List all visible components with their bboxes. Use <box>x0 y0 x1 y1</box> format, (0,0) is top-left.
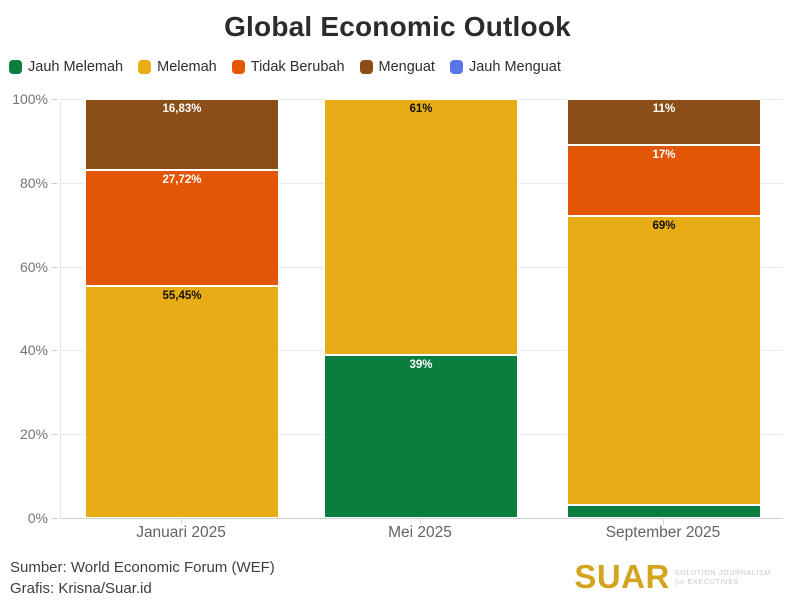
suar-tagline-line2: EXECUTIVES <box>685 578 740 586</box>
bar-segment-value: 27,72% <box>162 173 202 186</box>
bar-segment-tidak-berubah: 17% <box>567 145 761 217</box>
x-axis-label: Mei 2025 <box>388 524 452 541</box>
y-axis-label: 40% <box>19 342 48 359</box>
y-axis-tick <box>51 350 58 352</box>
legend-item-2: Tidak Berubah <box>231 59 345 75</box>
bar-september-2025: 69% 17% 11% <box>567 99 761 518</box>
legend-item-1: Melemah <box>138 59 217 75</box>
suar-logo: SUAR SOLUTION JOURNALISM for EXECUTIVES <box>574 560 771 593</box>
bar-januari-2025: 55,45% 27,72% 16,83% <box>85 99 279 518</box>
x-axis-label: Januari 2025 <box>136 524 226 541</box>
suar-tagline-for: for <box>674 577 686 586</box>
bar-segment-value: 17% <box>652 149 676 162</box>
footer: Sumber: World Economic Forum (WEF) Grafi… <box>10 557 275 599</box>
bar-segment-jauh-melemah: 39% <box>324 354 518 518</box>
bar-segment-menguat: 16,83% <box>85 99 279 170</box>
y-axis-tick <box>51 99 58 100</box>
bar-segment-value: 69% <box>652 220 676 233</box>
legend-item-0: Jauh Melemah <box>9 59 123 75</box>
x-axis-tick <box>663 519 664 524</box>
legend-label: Menguat <box>378 59 435 75</box>
bar-segment-melemah: 55,45% <box>85 285 279 518</box>
legend-swatch-icon <box>449 60 463 74</box>
bar-segment-value: 11% <box>652 103 676 116</box>
plot-area: 55,45% 27,72% 16,83% 39% 61% 69% 17% 11% <box>60 99 783 519</box>
bar-segment-value: 39% <box>409 358 433 371</box>
bar-segment-value: 16,83% <box>162 103 202 116</box>
bar-segment-menguat: 11% <box>567 99 761 146</box>
chart-title: Global Economic Outlook <box>224 11 571 42</box>
y-axis-label: 20% <box>19 426 48 443</box>
legend-label: Jauh Menguat <box>468 59 561 75</box>
y-axis-label: 80% <box>19 174 48 191</box>
y-axis-tick <box>51 518 58 519</box>
suar-wordmark: SUAR <box>574 558 670 595</box>
y-axis-tick <box>51 434 58 436</box>
bar-segment-melemah: 69% <box>567 216 761 506</box>
y-axis-tick <box>51 266 58 268</box>
legend-swatch-icon <box>359 60 373 74</box>
x-axis-tick <box>181 519 182 524</box>
y-axis-tick <box>51 182 58 184</box>
legend: Jauh Melemah Melemah Tidak Berubah Menguat J… <box>9 59 561 75</box>
source-note: Sumber: World Economic Forum (WEF) <box>10 559 275 576</box>
y-axis-label: 60% <box>19 258 48 275</box>
legend-swatch-icon <box>9 60 22 74</box>
bar-mei-2025: 39% 61% <box>324 99 518 518</box>
legend-label: Tidak Berubah <box>250 59 345 75</box>
legend-item-3: Menguat <box>359 59 435 75</box>
legend-label: Melemah <box>157 59 217 75</box>
suar-tagline: SOLUTION JOURNALISM for EXECUTIVES <box>675 567 771 587</box>
legend-swatch-icon <box>138 60 152 74</box>
legend-label: Jauh Melemah <box>28 59 124 75</box>
bar-segment-jauh-melemah <box>567 505 761 518</box>
credit-note: Grafis: Krisna/Suar.id <box>10 580 152 597</box>
bar-segment-melemah: 61% <box>324 99 518 355</box>
bar-segment-value: 61% <box>409 103 433 116</box>
x-axis-tick <box>420 519 421 524</box>
legend-item-4: Jauh Menguat <box>449 59 561 75</box>
suar-tagline-line1: SOLUTION JOURNALISM <box>674 569 771 577</box>
y-axis-label: 100% <box>12 91 48 107</box>
bar-segment-tidak-berubah: 27,72% <box>85 169 279 286</box>
y-axis-label: 0% <box>27 510 48 526</box>
x-axis-label: September 2025 <box>605 524 721 541</box>
legend-swatch-icon <box>231 60 245 74</box>
bar-segment-value: 55,45% <box>162 289 202 302</box>
